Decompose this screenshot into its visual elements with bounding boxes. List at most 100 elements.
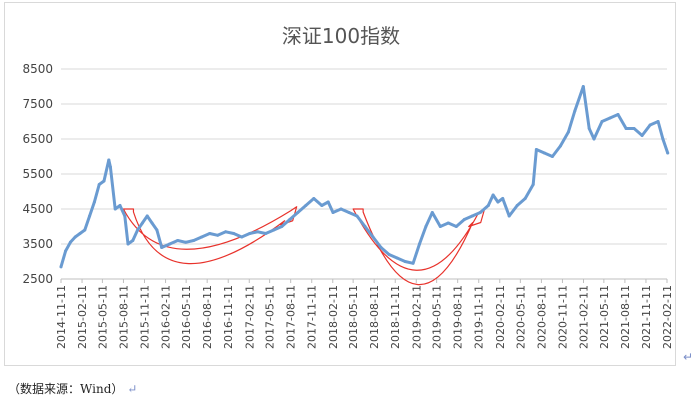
data-point [478, 211, 482, 214]
data-point [624, 127, 628, 130]
data-point [64, 249, 68, 253]
x-tick-label: 2018-02-11 [327, 285, 340, 349]
data-point [531, 183, 535, 186]
y-tick-label: 5500 [22, 167, 53, 181]
x-tick-label: 2018-05-11 [347, 285, 360, 349]
data-point [59, 265, 63, 269]
data-point [363, 225, 367, 228]
data-point [200, 235, 204, 239]
x-tick-label: 2016-02-11 [160, 285, 173, 349]
x-tick-label: 2021-02-11 [578, 285, 591, 349]
data-point [150, 221, 154, 225]
x-tick-label: 2020-05-11 [514, 285, 527, 349]
data-point [131, 239, 135, 242]
y-tick-label: 7500 [22, 97, 53, 111]
chart-title: 深证100指数 [282, 24, 400, 48]
curved-arrow-annotation [352, 207, 486, 286]
x-tick-label: 2020-02-11 [494, 285, 507, 349]
data-point [496, 200, 500, 204]
data-point [592, 137, 596, 141]
data-point [73, 235, 77, 239]
data-point [534, 148, 538, 151]
y-axis: 2500 3500 4500 5500 6500 7500 8500 [22, 62, 53, 286]
data-point [145, 214, 149, 218]
gridlines [61, 68, 667, 280]
curved-arrow-annotation [122, 206, 298, 265]
data-point [640, 134, 644, 137]
data-point [68, 240, 72, 244]
x-tick-label: 2020-11-11 [556, 285, 569, 349]
series-line [59, 85, 670, 269]
x-tick-label: 2021-05-11 [598, 285, 611, 349]
x-tick-label: 2017-05-11 [264, 285, 277, 349]
x-tick-label: 2015-08-11 [117, 285, 130, 349]
data-point [248, 232, 252, 235]
data-point [136, 228, 140, 232]
data-point [126, 242, 130, 246]
data-point [656, 120, 660, 123]
data-point [470, 214, 474, 218]
data-point [113, 207, 117, 211]
return-mark-right: ↵ [683, 350, 694, 364]
data-point [256, 230, 260, 234]
data-point [78, 232, 82, 235]
series-layer [59, 85, 670, 269]
data-point [454, 225, 458, 228]
data-point [632, 127, 636, 130]
x-tick-label: 2019-11-11 [473, 285, 486, 349]
data-point [339, 207, 343, 211]
data-point [176, 239, 180, 242]
data-point [331, 211, 335, 214]
data-point [296, 211, 300, 214]
data-point [192, 239, 196, 242]
x-tick-label: 2021-08-11 [619, 285, 632, 349]
data-point [438, 225, 442, 228]
data-point [107, 158, 111, 162]
y-tick-label: 6500 [22, 132, 53, 146]
data-point [403, 260, 407, 263]
data-point [608, 116, 612, 120]
data-point [395, 256, 399, 260]
data-point [304, 204, 308, 207]
x-tick-label: 2015-11-11 [138, 285, 151, 349]
data-point [666, 151, 670, 155]
data-point [118, 204, 122, 207]
data-point [102, 179, 106, 183]
data-point [216, 233, 220, 237]
y-tick-label: 3500 [22, 237, 53, 251]
data-point [486, 204, 490, 207]
data-point [430, 211, 434, 214]
data-point [160, 246, 164, 249]
data-point [661, 137, 665, 141]
x-tick-label: 2016-05-11 [180, 285, 193, 349]
data-point [92, 200, 96, 204]
data-point [320, 204, 324, 207]
data-point [581, 85, 585, 88]
y-tick-label: 8500 [22, 62, 53, 76]
y-tick-label: 4500 [22, 202, 53, 216]
data-point [123, 214, 127, 218]
x-tick-label: 2015-02-11 [76, 285, 89, 349]
data-point [168, 242, 172, 246]
x-tick-label: 2021-11-11 [640, 285, 653, 349]
data-point [587, 127, 591, 130]
data-point [264, 232, 268, 235]
x-tick-label: 2017-11-11 [306, 285, 319, 349]
data-point [491, 193, 495, 197]
data-point [462, 218, 466, 221]
data-point [240, 235, 244, 239]
source-note: （数据来源：Wind） ↵ [8, 380, 137, 397]
source-note-text: （数据来源：Wind） [8, 382, 124, 396]
x-tick-label: 2016-08-11 [201, 285, 214, 349]
data-point [446, 221, 450, 225]
data-point [379, 246, 383, 249]
data-point [515, 204, 519, 207]
line-chart: 深证100指数 2500 3500 4500 5500 6500 7500 8500 201… [22, 24, 674, 349]
data-point [312, 197, 316, 200]
data-point [108, 165, 112, 169]
data-point [648, 123, 652, 127]
data-point [616, 113, 620, 116]
x-tick-label: 2020-08-11 [535, 285, 548, 349]
data-point [507, 214, 511, 218]
data-point [184, 240, 188, 244]
